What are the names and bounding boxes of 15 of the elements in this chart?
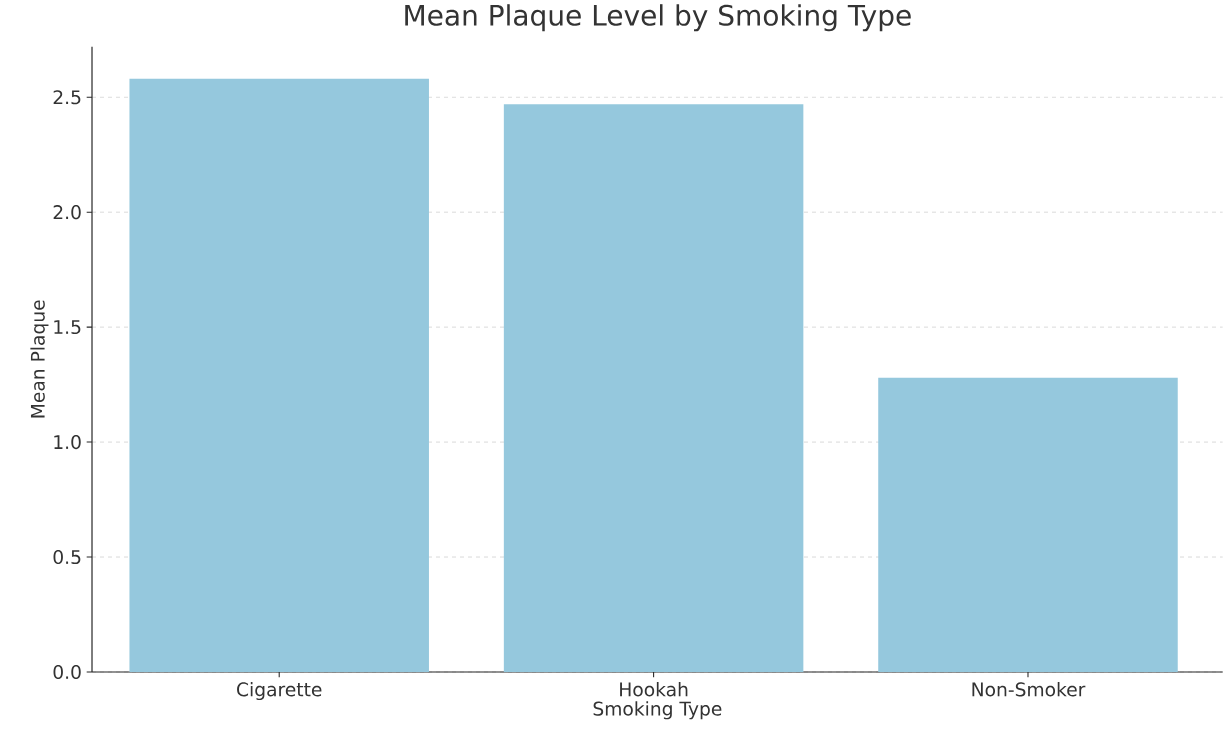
y-axis-title: Mean Plaque (30, 300, 49, 418)
bar (503, 104, 804, 672)
chart-title: Mean Plaque Level by Smoking Type (405, 4, 911, 32)
y-tick-label: 2.0 (53, 205, 81, 220)
y-tick-label: 0.5 (53, 549, 81, 565)
x-tick-label: Hookah (620, 682, 688, 697)
bar (878, 377, 1178, 672)
y-tick-label: 0.0 (53, 664, 81, 680)
x-tick-label: Cigarette (237, 682, 322, 701)
bar (129, 78, 429, 672)
x-tick-label: Non-Smoker (972, 682, 1086, 697)
y-tick-label: 1.5 (54, 320, 81, 335)
y-tick-label: 1.0 (54, 435, 81, 450)
y-tick-label: 2.5 (53, 90, 81, 105)
x-axis-title: Smoking Type (593, 701, 722, 720)
